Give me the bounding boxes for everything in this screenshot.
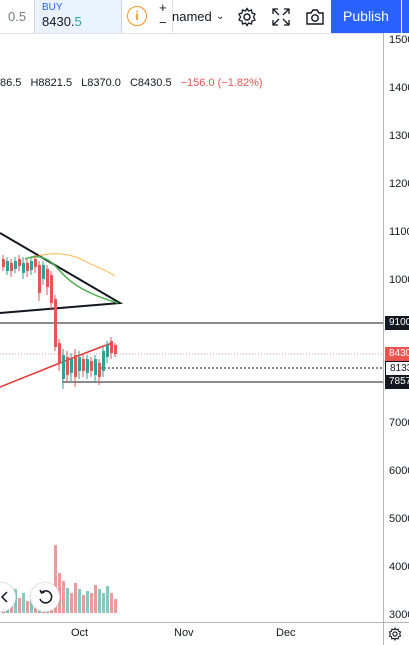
info-button[interactable]: i <box>124 0 154 33</box>
price-label: 1100 <box>389 226 409 238</box>
ohlc-legend: 86.5 H8821.5 L8370.0 C8430.5 −156.0 (−1.… <box>0 77 269 89</box>
reset-chart-button[interactable] <box>30 582 60 612</box>
buy-button[interactable]: BUY 8430.5 <box>34 0 122 33</box>
gear-icon <box>237 6 256 27</box>
buy-price-main: 8430. <box>42 14 75 29</box>
legend-change: −156.0 (−1.82%) <box>180 77 263 89</box>
legend-low: L8370.0 <box>81 77 121 89</box>
ma-red-line <box>0 342 113 388</box>
price-label: 4000 <box>389 561 409 573</box>
top-toolbar: 0.5 BUY 8430.5 i + − named ⌄ Publish <box>0 0 409 34</box>
legend-high: H8821.5 <box>30 77 73 89</box>
price-label: 7000 <box>389 417 409 429</box>
screenshot-button[interactable] <box>298 0 331 33</box>
axis-settings-button[interactable] <box>383 622 409 645</box>
triangle-pattern[interactable] <box>0 232 124 314</box>
price-label: 6000 <box>389 465 409 477</box>
last-price-tag: 8430 <box>385 347 409 361</box>
chevron-left-icon <box>0 591 8 603</box>
gear-icon <box>388 627 402 641</box>
chart-pane[interactable]: 86.5 H8821.5 L8370.0 C8430.5 −156.0 (−1.… <box>0 33 383 622</box>
fullscreen-button[interactable] <box>264 0 297 33</box>
settings-button[interactable] <box>230 0 263 33</box>
chevron-down-icon: ⌄ <box>216 11 225 22</box>
reset-icon <box>39 589 53 604</box>
level-tag-7857[interactable]: 7857 <box>385 375 409 389</box>
quantity-stepper[interactable]: + − <box>154 0 173 33</box>
candles <box>2 255 117 389</box>
ma-orange-line <box>31 253 116 277</box>
price-chart[interactable] <box>0 33 383 622</box>
layout-menu[interactable]: named ⌄ <box>172 0 228 33</box>
publish-button[interactable]: Publish <box>331 0 401 33</box>
buy-label: BUY <box>42 2 63 13</box>
scroll-left-button[interactable] <box>0 582 16 612</box>
decrease-button[interactable]: − <box>159 15 167 30</box>
layout-name: named <box>172 9 212 24</box>
volume-bars <box>2 545 117 613</box>
price-label: 1200 <box>389 178 409 190</box>
buy-price-decimal: 5 <box>74 14 82 29</box>
buy-price: 8430.5 <box>42 14 121 30</box>
sell-price-button[interactable]: 0.5 <box>8 9 27 24</box>
ma-green-line <box>24 255 119 304</box>
info-icon: i <box>127 6 147 26</box>
price-label: 5000 <box>389 513 409 525</box>
legend-open: 86.5 <box>0 77 22 89</box>
price-axis[interactable]: 1500 1400 1300 1200 1100 1000 7000 6000 … <box>383 33 409 622</box>
price-label: 1000 <box>389 274 409 286</box>
time-label: Oct <box>71 627 89 639</box>
legend-close: C8430.5 <box>129 77 172 89</box>
publish-menu-button[interactable] <box>401 0 409 33</box>
time-axis[interactable]: Oct Nov Dec <box>0 622 383 645</box>
price-label: 3000 <box>389 609 409 621</box>
time-label: Nov <box>174 627 194 639</box>
price-label: 1300 <box>389 130 409 142</box>
level-tag-9100[interactable]: 9100 <box>385 316 409 330</box>
price-label: 1400 <box>389 82 409 94</box>
increase-button[interactable]: + <box>159 0 167 15</box>
camera-icon <box>305 8 324 25</box>
fullscreen-icon <box>271 7 290 26</box>
time-label: Dec <box>276 627 296 639</box>
price-label: 1500 <box>389 34 409 46</box>
